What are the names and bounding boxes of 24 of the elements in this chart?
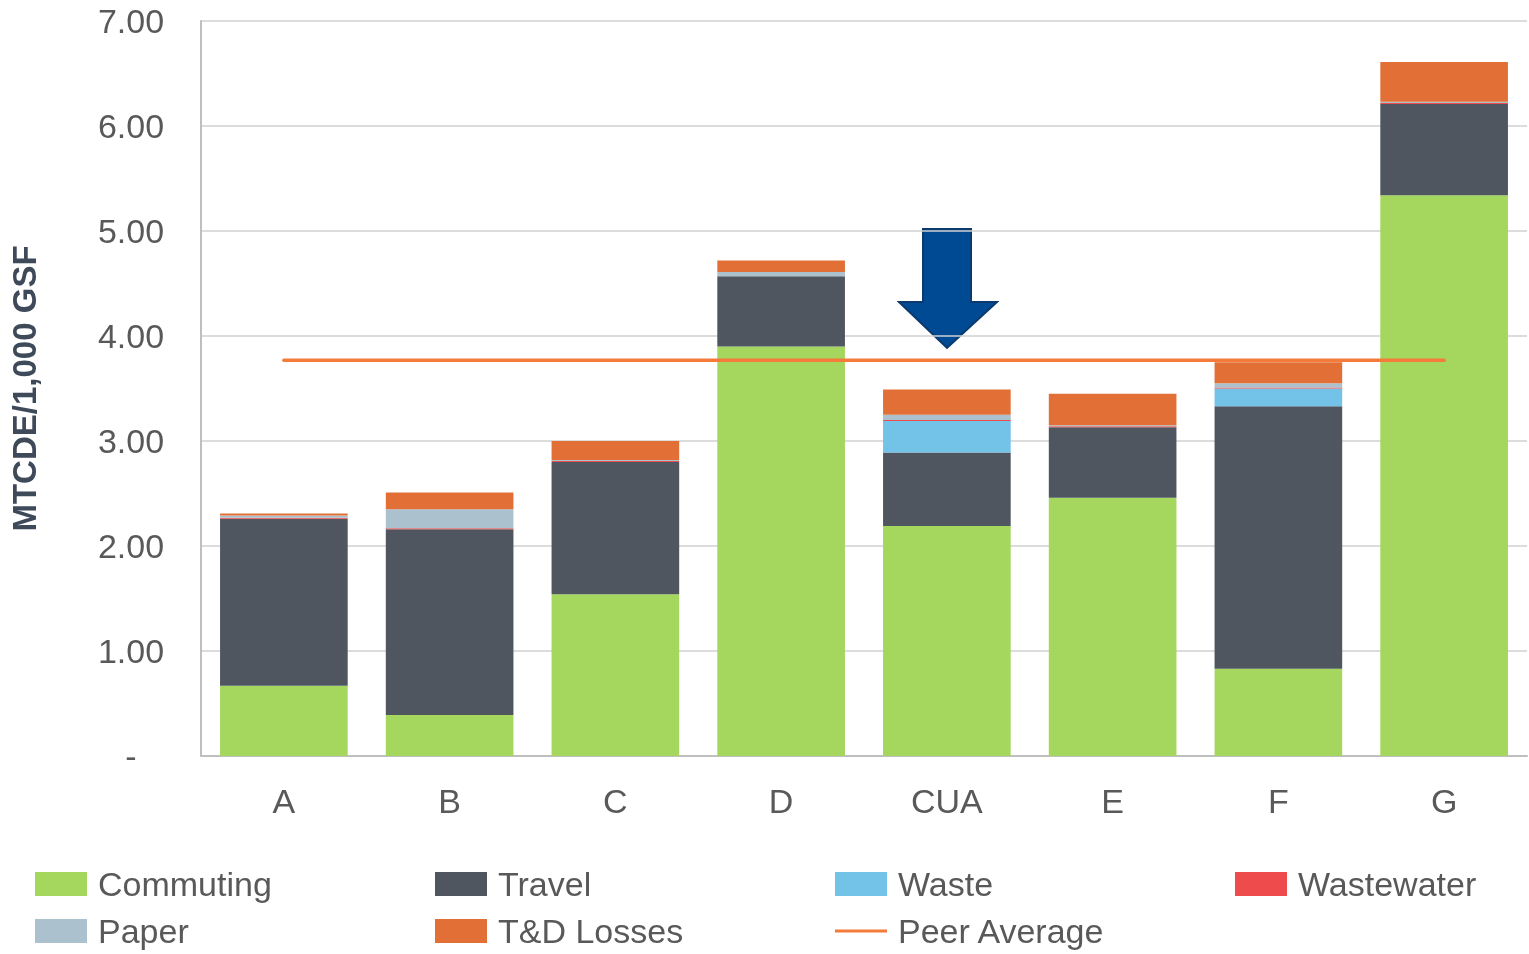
y-tick-label: 6.00 (97, 107, 165, 145)
legend-label: Paper (98, 912, 189, 950)
y-tick-label: 3.00 (97, 422, 165, 460)
legend-label: T&D Losses (498, 912, 684, 950)
legend-label: Wastewater (1298, 865, 1477, 903)
x-tick-label: C (603, 782, 628, 820)
x-tick-label: A (272, 782, 296, 820)
legend-label: Travel (498, 865, 592, 903)
y-tick-label: 1.00 (97, 632, 165, 670)
y-tick-label: - (125, 737, 137, 775)
y-axis-title: MTCDE/1,000 GSF (6, 245, 43, 532)
x-tick-label: B (438, 782, 461, 820)
y-tick-label: 5.00 (97, 212, 165, 250)
y-tick-label: 2.00 (97, 527, 165, 565)
x-tick-label: G (1430, 782, 1458, 820)
x-tick-label: F (1267, 782, 1289, 820)
y-tick-label: 7.00 (97, 2, 165, 40)
legend-label: Waste (898, 865, 994, 903)
legend-label: Commuting (98, 865, 272, 903)
x-tick-label: E (1101, 782, 1124, 820)
x-tick-label: D (768, 782, 794, 820)
legend-label: Peer Average (898, 912, 1104, 950)
x-tick-label: CUA (910, 782, 984, 820)
y-tick-label: 4.00 (97, 317, 165, 355)
